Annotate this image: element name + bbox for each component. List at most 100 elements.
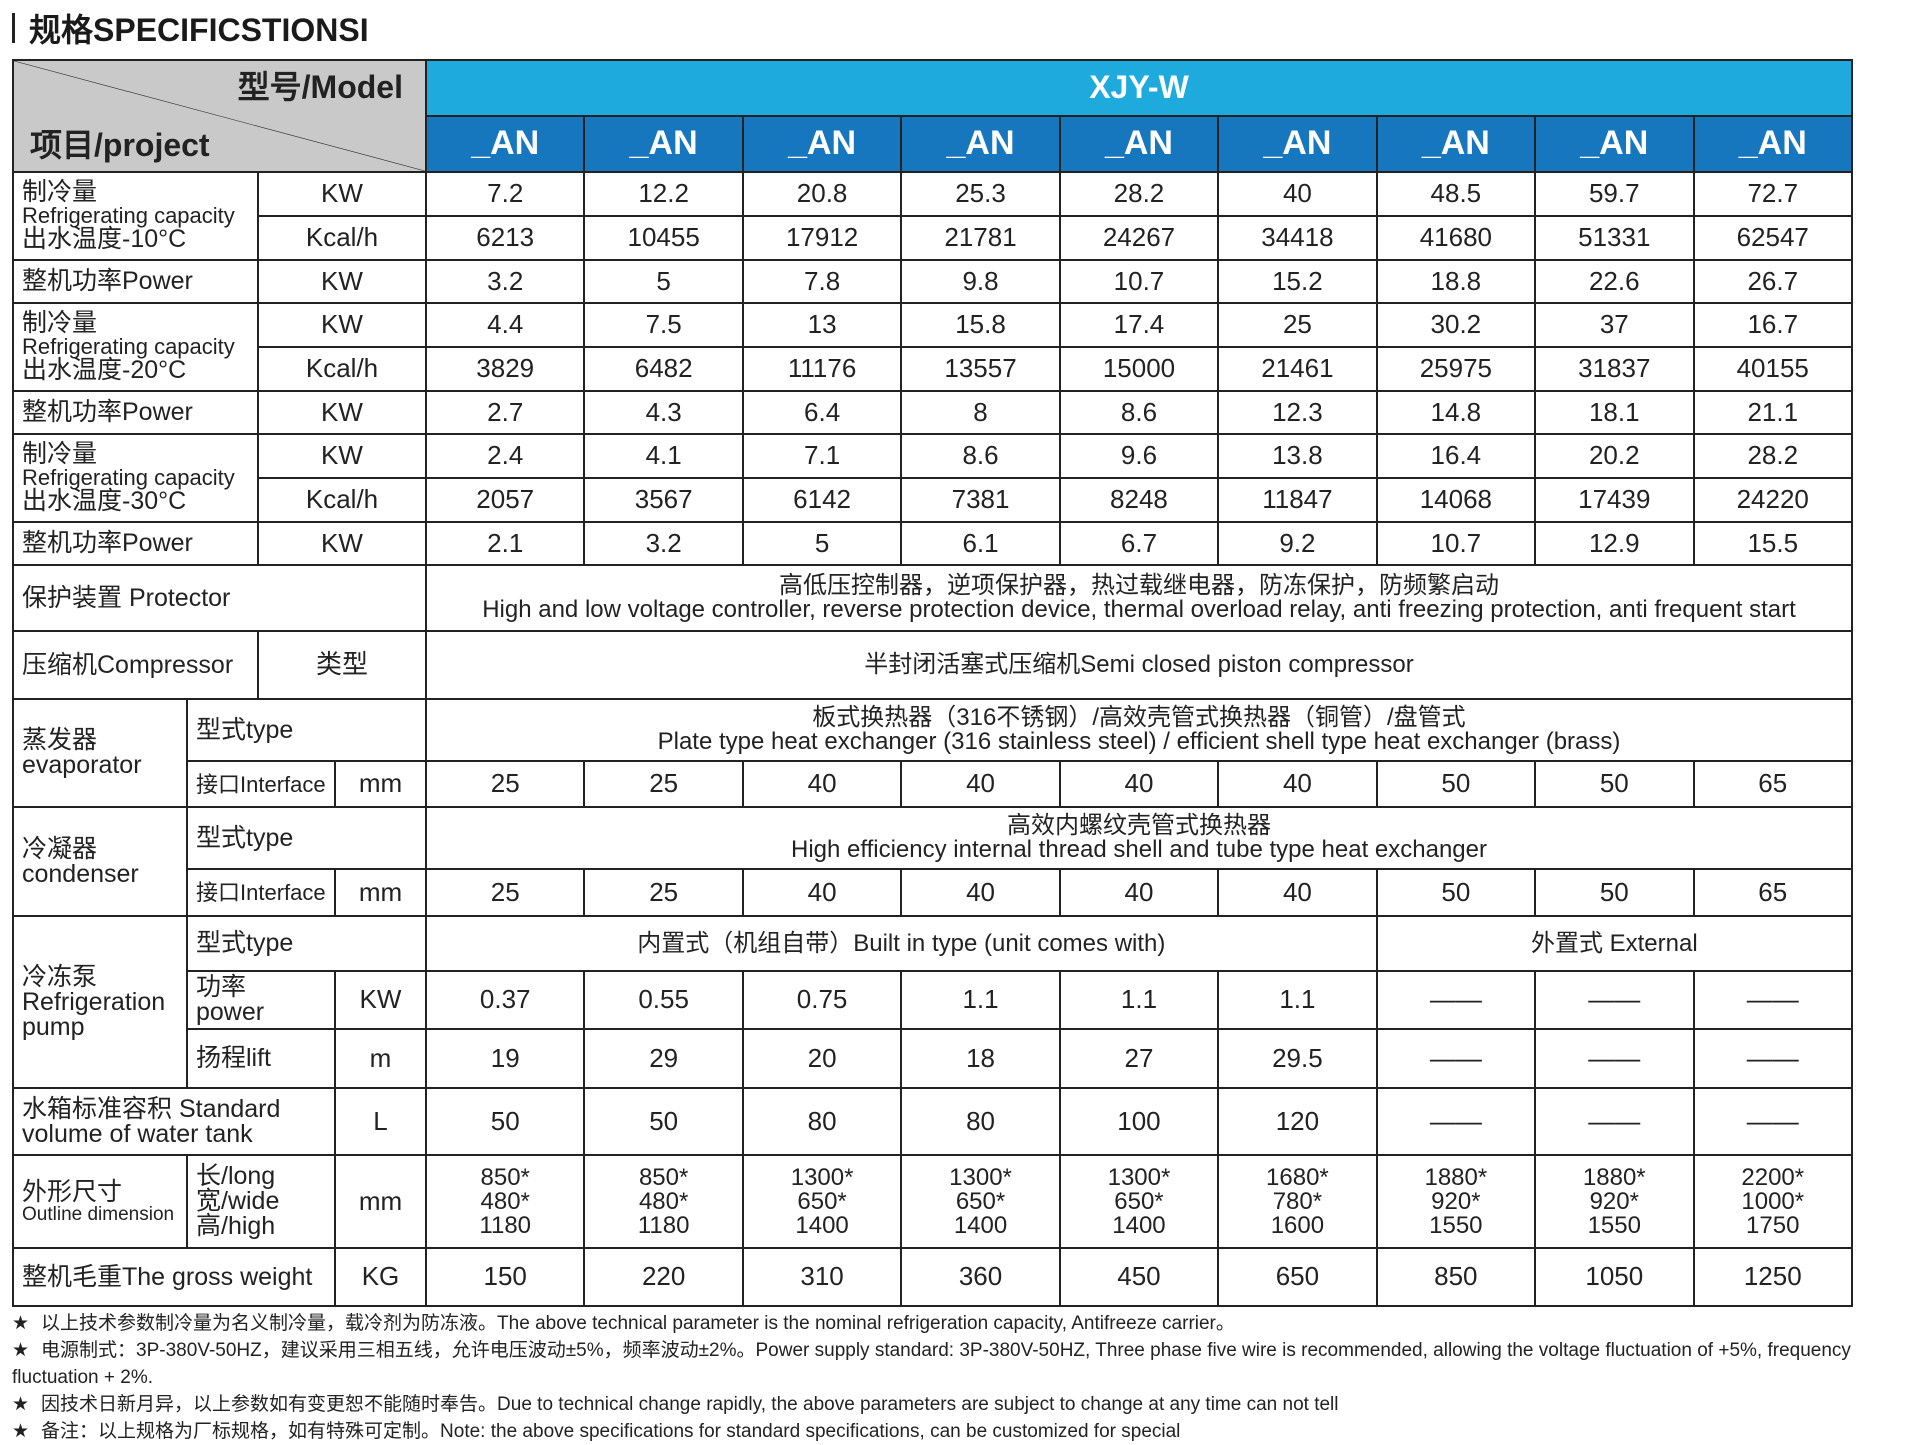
pump-power-cell: 1.1: [1217, 970, 1378, 1030]
tank-label-2: volume of water tank: [22, 1119, 253, 1148]
pump-power-cell: 0.75: [741, 970, 903, 1030]
pump-lift-value: 20: [807, 1042, 837, 1073]
model-name: _AN: [471, 124, 540, 163]
power-cell: 22.6: [1534, 259, 1695, 304]
cooling-kw-value: 28.2: [1113, 178, 1165, 209]
power-value: 18.8: [1430, 265, 1482, 296]
power-value: 4.3: [645, 396, 682, 427]
power-cell: 6.7: [1058, 521, 1220, 566]
model-header: _AN: [1692, 115, 1853, 173]
tank-cell: 50: [583, 1087, 744, 1156]
condenser-interface-value: 25: [649, 876, 679, 907]
power-value: 8: [973, 396, 988, 427]
cooling-kw-value: 9.6: [1120, 440, 1158, 471]
condenser-label: 冷凝器 condenser: [12, 806, 188, 917]
width: 780*: [1272, 1187, 1323, 1215]
length: 850*: [638, 1163, 689, 1191]
cooling-kcal-value: 31837: [1578, 353, 1651, 384]
model-header: _AN: [1217, 115, 1378, 173]
pump-lift-value: 27: [1124, 1042, 1154, 1073]
cooling-kcal-value: 3567: [634, 484, 693, 515]
cooling-kw-cell: 16.7: [1692, 302, 1853, 348]
condenser-interface-value: 50: [1599, 876, 1629, 907]
protector-value: 高低压控制器，逆项保护器，热过载继电器，防冻保护，防频繁启动 High and l…: [425, 564, 1853, 632]
power-value: 3.2: [487, 265, 524, 296]
cooling-kcal-cell: 3829: [424, 346, 586, 392]
evaporator-interface-value: 65: [1758, 768, 1788, 799]
unit: KW: [321, 396, 363, 427]
power-cell: 7.8: [741, 259, 903, 304]
compressor-type-label: 类型: [315, 649, 368, 680]
power-label-cell: 整机功率Power: [12, 259, 259, 304]
diagonal-line: [14, 61, 425, 171]
power-cell: 8: [900, 390, 1061, 435]
power-label-cell: 整机功率Power: [12, 521, 259, 566]
unit: KW: [321, 309, 363, 340]
star-icon: ★: [12, 1313, 30, 1334]
title-text: 规格SPECIFICSTIONSI: [29, 12, 369, 48]
weight-value: 1250: [1743, 1261, 1802, 1292]
height: 1550: [1587, 1211, 1641, 1239]
cooling-kcal-value: 41680: [1419, 222, 1492, 253]
cooling-kcal-value: 2057: [476, 484, 535, 515]
condenser-interface-cell: 65: [1692, 868, 1853, 917]
tank-unit: L: [334, 1087, 427, 1156]
cooling-kcal-cell: 34418: [1217, 215, 1378, 261]
unit: KW: [359, 984, 402, 1015]
specifications-table: 型号/Model 项目/project XJY-W _AN _AN _AN _AN _AN _A…: [12, 59, 1854, 1307]
pump-lift-value: ——: [1746, 1042, 1799, 1073]
width: 480*: [638, 1187, 689, 1215]
pump-external-cell: 外置式 External: [1375, 915, 1854, 972]
tank-cell: 100: [1058, 1087, 1220, 1156]
weight-cell: 150: [424, 1247, 586, 1307]
pump-lift-value: ——: [1429, 1042, 1482, 1073]
power-value: 3.2: [645, 527, 682, 558]
unit-cell: KW: [257, 259, 427, 304]
cooling-kcal-cell: 14068: [1375, 477, 1537, 523]
cooling-kw-value: 72.7: [1747, 178, 1799, 209]
evaporator-interface-value: 25: [649, 768, 679, 799]
cooling-label-cn: 制冷量: [22, 178, 98, 206]
dimension-cell: 1300* 650* 1400: [900, 1154, 1061, 1249]
cooling-kcal-value: 34418: [1261, 222, 1334, 253]
tank-cell: ——: [1692, 1087, 1853, 1156]
evaporator-type-en: Plate type heat exchanger (316 stainless…: [657, 728, 1621, 755]
cooling-kcal-value: 7381: [951, 484, 1010, 515]
model-header: _AN: [1375, 115, 1537, 173]
condenser-label-en: condenser: [22, 859, 139, 888]
model-name: _AN: [629, 124, 698, 163]
pump-lift-cell: 27: [1058, 1028, 1220, 1089]
tank-cell: ——: [1534, 1087, 1695, 1156]
interface-label: 接口Interface: [196, 771, 326, 797]
unit: Kcal/h: [305, 222, 379, 253]
cooling-kcal-value: 40155: [1736, 353, 1809, 384]
protector-label-cell: 保护装置 Protector: [12, 564, 427, 632]
cooling-kw-value: 30.2: [1430, 309, 1482, 340]
cooling-kcal-cell: 6482: [583, 346, 744, 392]
type-label: 型式type: [196, 929, 294, 958]
cooling-kcal-cell: 8248: [1058, 477, 1220, 523]
cooling-capacity-label: 制冷量 Refrigerating capacity 出水温度-10°C: [12, 171, 259, 261]
cooling-kw-cell: 16.4: [1375, 433, 1537, 479]
cooling-kcal-cell: 17439: [1534, 477, 1695, 523]
wide-label: 宽/wide: [196, 1187, 280, 1215]
cooling-kw-cell: 2.4: [424, 433, 586, 479]
tank-value: 50: [490, 1105, 520, 1136]
pump-lift-value: 29: [649, 1042, 679, 1073]
cooling-kcal-value: 17439: [1578, 484, 1651, 515]
pump-power-value: 1.1: [1120, 984, 1158, 1015]
cooling-kcal-value: 21461: [1261, 353, 1334, 384]
evaporator-interface-cell: 25: [424, 760, 586, 808]
model-name: _AN: [1421, 124, 1490, 163]
evaporator-label: 蒸发器 evaporator: [12, 698, 188, 808]
evaporator-type-value: 板式换热器（316不锈钢）/高效壳管式换热器（铜管）/盘管式 Plate type…: [425, 698, 1853, 762]
model-name: _AN: [946, 124, 1015, 163]
pump-lift-cell: 29.5: [1217, 1028, 1378, 1089]
power-cell: 10.7: [1058, 259, 1220, 304]
cooling-kw-cell: 40: [1217, 171, 1378, 217]
cooling-kcal-value: 6213: [476, 222, 535, 253]
unit: KW: [321, 178, 363, 209]
length: 1880*: [1582, 1163, 1646, 1191]
cooling-kw-value: 4.1: [645, 440, 682, 471]
evaporator-interface-value: 40: [1282, 768, 1312, 799]
